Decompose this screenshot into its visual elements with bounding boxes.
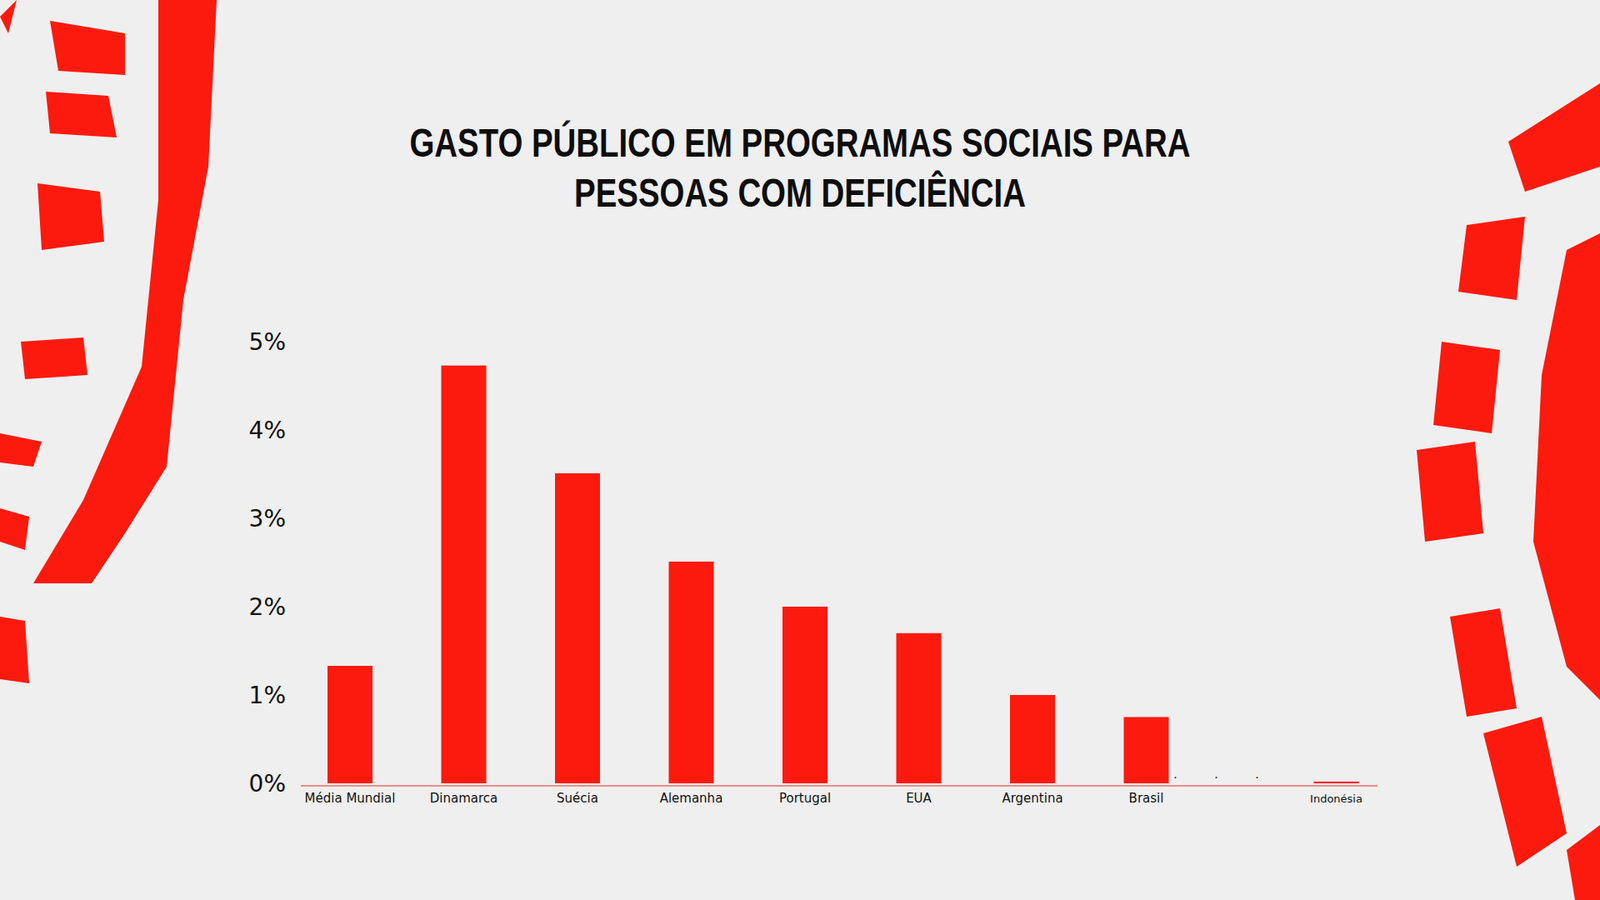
brush-stroke	[1483, 716, 1567, 867]
x-axis-line	[300, 785, 1378, 787]
brush-stroke	[0, 508, 30, 550]
brush-stroke	[1450, 608, 1517, 717]
title-group: PESSOAS COM DEFICIÊNCIA	[574, 170, 1026, 215]
x-tick-label: Média Mundial	[305, 790, 396, 806]
annotation: . . .	[1173, 767, 1259, 781]
y-tick-label: 0%	[249, 770, 286, 798]
bar	[1010, 695, 1055, 784]
brush-stroke	[0, 616, 30, 684]
x-tick-label: Portugal	[779, 790, 831, 806]
title: PESSOAS COM DEFICIÊNCIA	[574, 170, 1026, 215]
title-group: GASTO PÚBLICO EM PROGRAMAS SOCIAIS PARA	[409, 120, 1190, 165]
brush-stroke	[20, 337, 88, 380]
brush-stroke	[37, 183, 105, 250]
y-tick-label: 1%	[249, 681, 286, 710]
x-tick-label: Brasil	[1129, 790, 1165, 806]
y-tick-label: 4%	[249, 416, 286, 445]
x-tick-label: Suécia	[556, 790, 599, 806]
bar	[441, 365, 487, 784]
bar	[782, 606, 828, 784]
x-tick-label: Dinamarca	[430, 790, 499, 806]
x-tick-label: EUA	[905, 790, 932, 806]
title: GASTO PÚBLICO EM PROGRAMAS SOCIAIS PARA	[409, 120, 1190, 165]
x-tick-label: Argentina	[1001, 790, 1063, 806]
brush-stroke	[1458, 216, 1525, 300]
brush-stroke	[1533, 233, 1600, 700]
brush-stroke	[1566, 825, 1600, 900]
chart-root: GASTO PÚBLICO EM PROGRAMAS SOCIAIS PARA P…	[0, 0, 1600, 900]
bar	[327, 665, 373, 784]
y-tick-label: 3%	[249, 505, 286, 533]
bars	[327, 365, 1360, 784]
brush-stroke	[33, 0, 217, 584]
bar	[1124, 717, 1170, 785]
bar	[555, 473, 600, 784]
decoration	[0, 0, 1600, 900]
chart-svg: GASTO PÚBLICO EM PROGRAMAS SOCIAIS PARA P…	[0, 0, 1600, 900]
bar	[1314, 781, 1360, 784]
bar	[669, 561, 715, 784]
y-tick-label: 2%	[249, 593, 286, 621]
brush-stroke	[0, 433, 42, 467]
background	[0, 0, 1600, 900]
brush-stroke	[0, 0, 17, 34]
brush-stroke	[1416, 441, 1484, 542]
bar	[896, 633, 942, 784]
x-tick-label: Alemanha	[660, 790, 724, 806]
x-tick-label: Indonésia	[1310, 792, 1363, 805]
brush-stroke	[45, 91, 117, 138]
y-tick-label: 5%	[249, 328, 286, 356]
brush-stroke	[1433, 341, 1500, 434]
brush-stroke	[50, 20, 125, 75]
brush-stroke	[1508, 83, 1600, 192]
